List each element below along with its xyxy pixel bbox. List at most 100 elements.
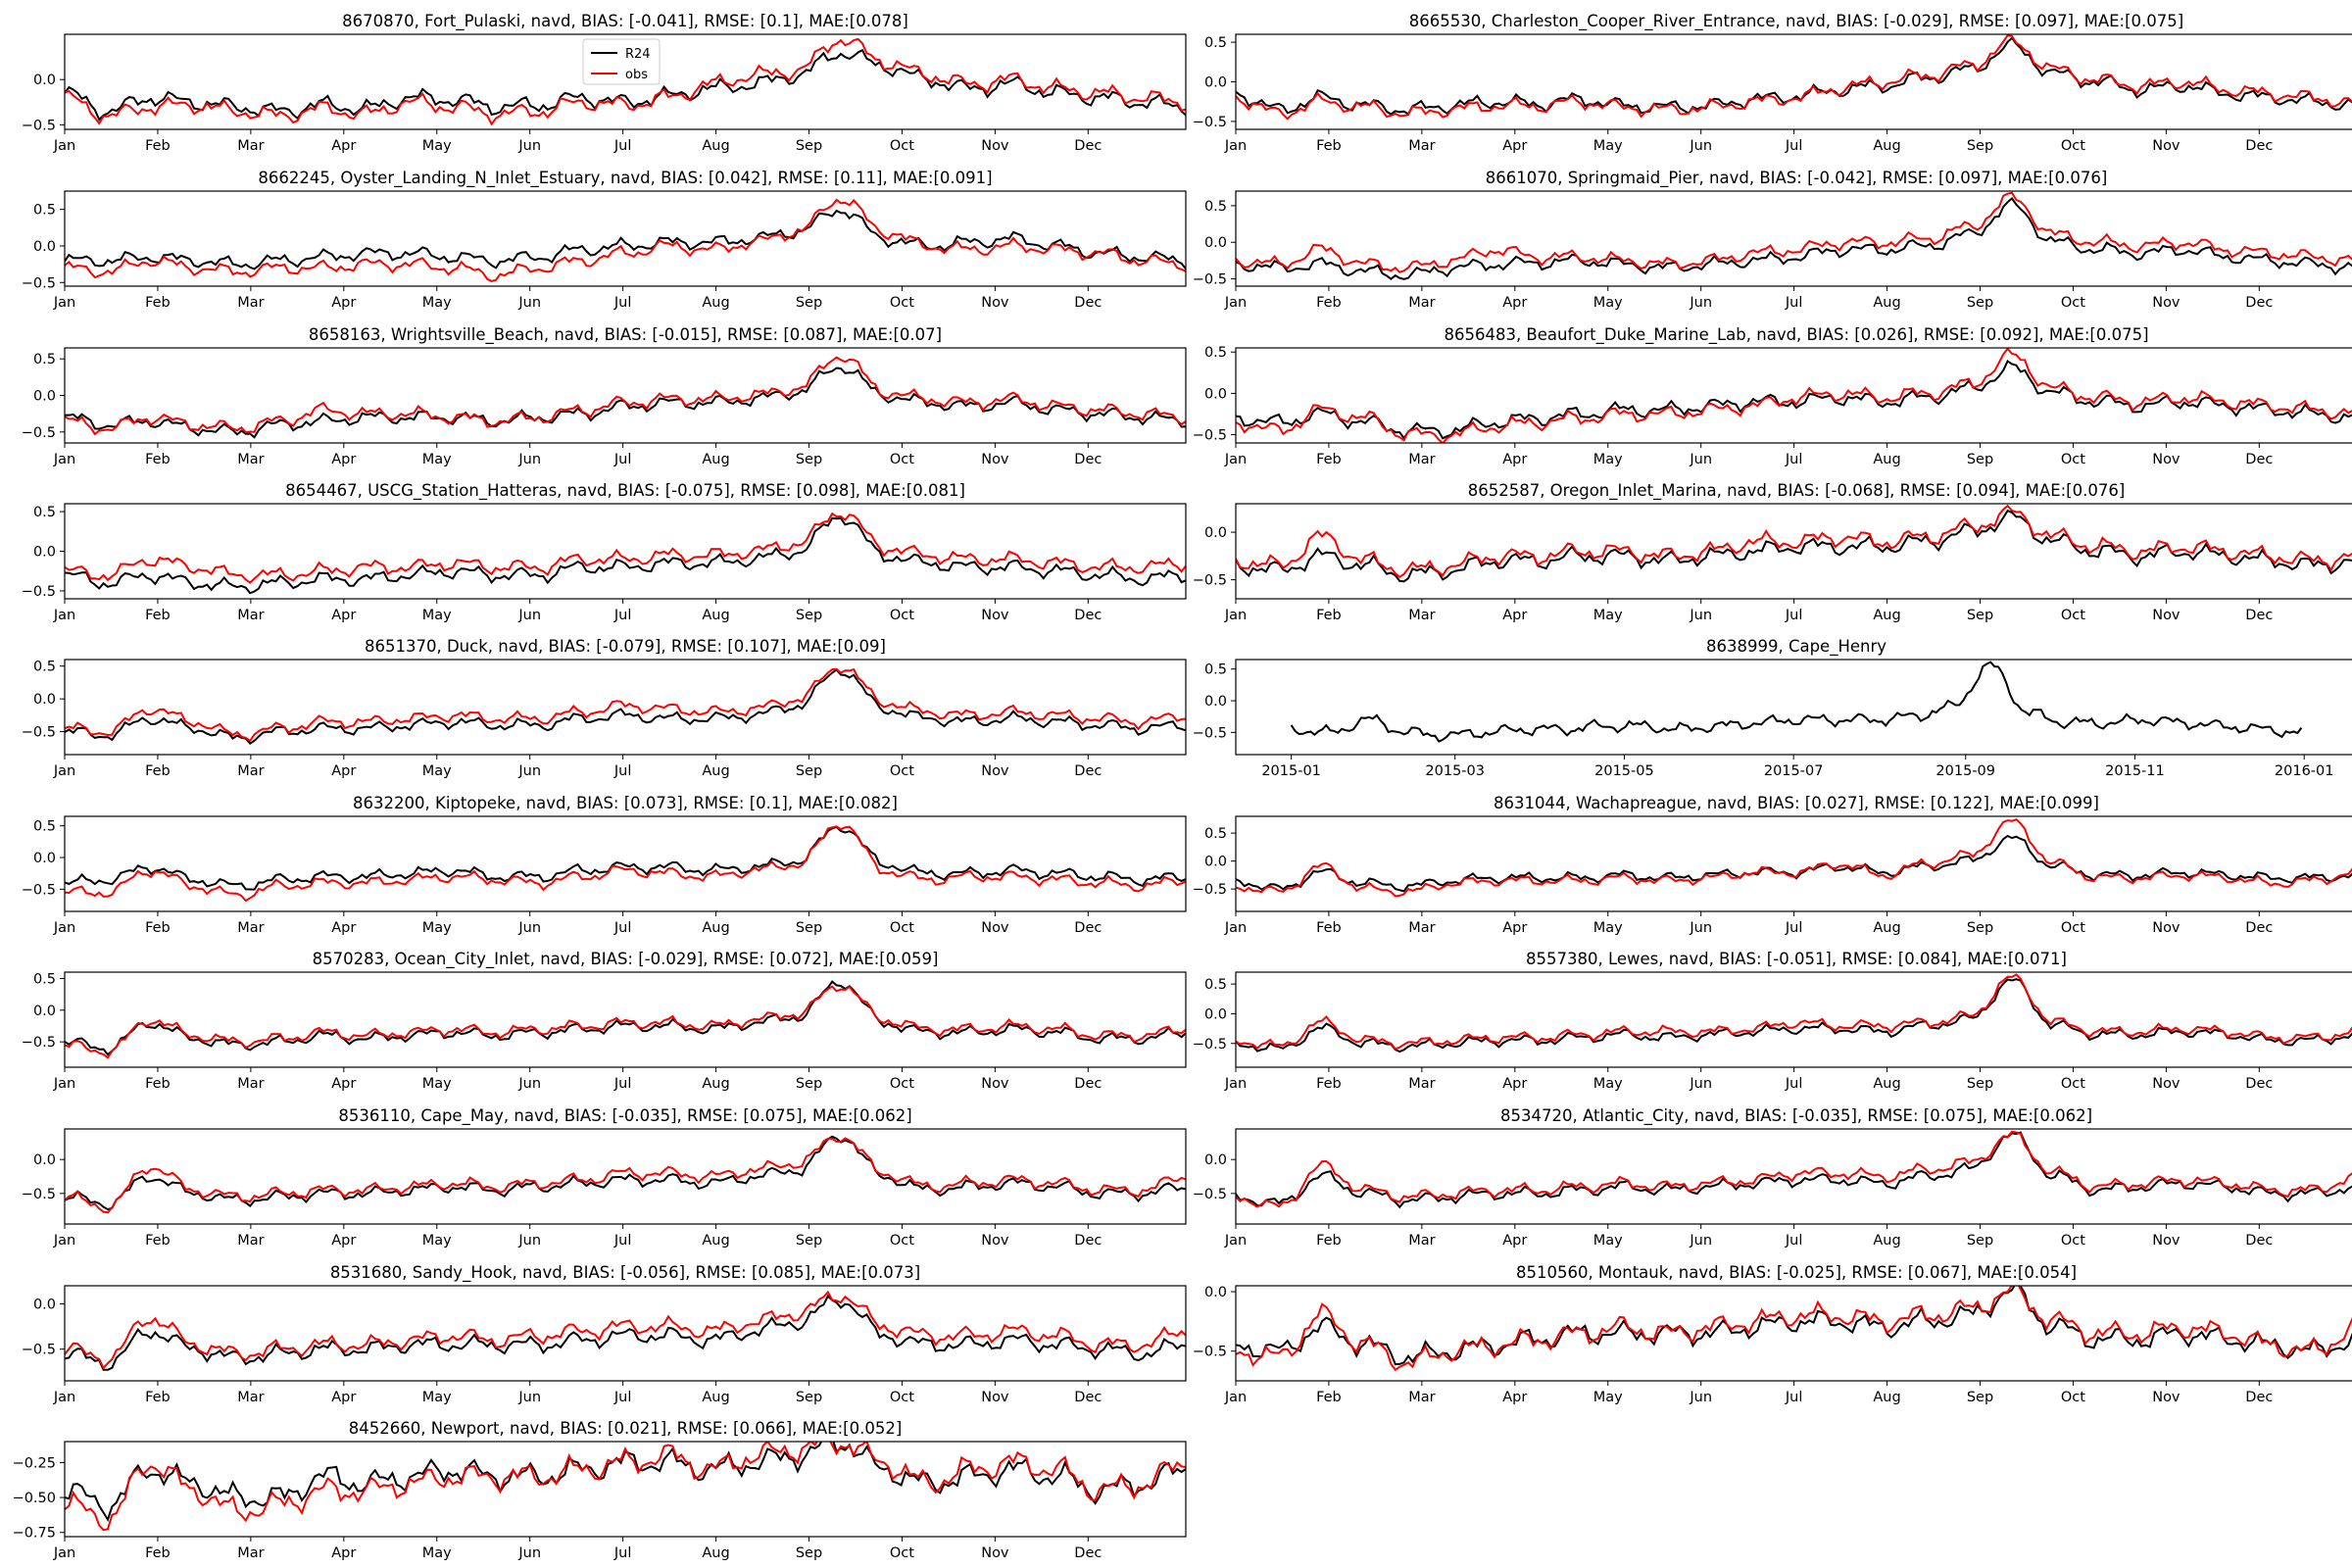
series-line-R24 [65, 980, 1186, 1056]
x-tick-label: Jan [1224, 608, 1247, 623]
y-tick-label: 0.0 [33, 239, 56, 255]
x-tick-label: Apr [1502, 608, 1527, 623]
plot-frame [1235, 33, 2352, 130]
panel-title: 8654467, USCG_Station_Hatteras, navd, BI… [285, 481, 965, 501]
x-tick-label: Jan [53, 763, 75, 779]
x-tick-label: Mar [1408, 295, 1435, 311]
series-line-R24 [1236, 509, 2352, 583]
x-tick-label: Feb [1316, 138, 1342, 154]
x-tick-label: Dec [1074, 1545, 1102, 1561]
x-tick-label: May [422, 138, 452, 154]
x-tick-label: Aug [702, 1545, 729, 1561]
x-tick-label: Mar [1408, 452, 1435, 467]
x-tick-label: Jul [613, 1233, 632, 1249]
panel-title: 8658163, Wrightsville_Beach, navd, BIAS:… [309, 325, 942, 345]
x-tick-label: Dec [1074, 295, 1102, 311]
x-tick-label: 2015-05 [1594, 763, 1654, 779]
x-tick-label: Aug [1873, 138, 1900, 154]
x-tick-label: Sep [796, 920, 822, 936]
x-tick-label: Sep [1967, 920, 1993, 936]
x-tick-label: Nov [981, 1545, 1009, 1561]
x-tick-label: Mar [1408, 138, 1435, 154]
x-tick-label: Mar [237, 295, 264, 311]
panel-title: 8631044, Wachapreague, navd, BIAS: [0.02… [1494, 794, 2099, 812]
y-tick-label: −0.50 [13, 1491, 56, 1506]
panel: 8531680, Sandy_Hook, navd, BIAS: [-0.056… [22, 1263, 1187, 1405]
legend: R24 obs [582, 38, 661, 85]
x-tick-label: Oct [890, 1076, 914, 1092]
plot-frame [1235, 347, 2352, 444]
x-tick-label: Jun [1689, 452, 1712, 467]
x-tick-label: Mar [1408, 608, 1435, 623]
series-line-R24 [65, 825, 1186, 891]
x-tick-label: Oct [2061, 295, 2085, 311]
y-tick-label: −0.5 [1193, 573, 1227, 589]
panel-title: 8665530, Charleston_Cooper_River_Entranc… [1409, 12, 2183, 31]
panel: 8510560, Montauk, navd, BIAS: [-0.025], … [1193, 1263, 2352, 1405]
panel-title: 8570283, Ocean_City_Inlet, navd, BIAS: [… [313, 950, 939, 969]
x-tick-label: Feb [145, 138, 171, 154]
y-tick-label: −0.5 [1193, 428, 1227, 444]
panel: 8570283, Ocean_City_Inlet, navd, BIAS: [… [22, 950, 1187, 1092]
x-tick-label: Dec [2245, 452, 2273, 467]
x-tick-label: Apr [331, 763, 356, 779]
x-tick-label: Oct [2061, 1076, 2085, 1092]
y-tick-label: 0.5 [1204, 199, 1227, 215]
x-tick-label: Mar [237, 1076, 264, 1092]
x-tick-label: Oct [890, 608, 914, 623]
x-tick-label: Jun [517, 1545, 541, 1561]
x-tick-label: Sep [796, 452, 822, 467]
panel: 8452660, Newport, navd, BIAS: [0.021], R… [13, 1419, 1187, 1561]
x-tick-label: Jan [53, 1390, 75, 1405]
x-tick-label: Feb [1316, 920, 1342, 936]
x-tick-label: Aug [1873, 920, 1900, 936]
series-line-R24 [1236, 1286, 2352, 1366]
x-tick-label: Apr [331, 1233, 356, 1249]
x-tick-label: Sep [1967, 608, 1993, 623]
x-tick-label: Aug [1873, 1233, 1900, 1249]
x-tick-label: Oct [2061, 1233, 2085, 1249]
series-line-R24 [65, 1294, 1186, 1371]
x-tick-label: Jan [53, 138, 75, 154]
x-tick-label: May [1593, 1233, 1623, 1249]
series-line-obs [65, 825, 1186, 903]
y-tick-label: 0.0 [1204, 525, 1227, 541]
x-tick-label: Feb [145, 1545, 171, 1561]
plot-frame [1235, 1128, 2352, 1225]
y-tick-label: −0.5 [22, 725, 56, 741]
x-tick-label: Jul [613, 920, 632, 936]
x-tick-label: May [422, 452, 452, 467]
y-tick-label: −0.5 [22, 1343, 56, 1358]
y-tick-label: 0.5 [33, 660, 56, 675]
panel-title: 8557380, Lewes, navd, BIAS: [-0.051], RM… [1526, 950, 2067, 968]
x-tick-label: Jun [517, 920, 541, 936]
x-tick-label: Jul [613, 608, 632, 623]
panel: 8534720, Atlantic_City, navd, BIAS: [-0.… [1193, 1106, 2352, 1249]
series-line-obs [65, 667, 1186, 743]
y-tick-label: −0.75 [13, 1526, 56, 1542]
x-tick-label: Dec [2245, 138, 2273, 154]
y-tick-label: 0.5 [33, 819, 56, 835]
x-tick-label: Jun [1689, 920, 1712, 936]
y-tick-label: 0.5 [1204, 826, 1227, 842]
x-tick-label: Feb [1316, 608, 1342, 623]
x-tick-label: Aug [702, 1233, 729, 1249]
x-tick-label: Apr [1502, 138, 1527, 154]
x-tick-label: Apr [331, 452, 356, 467]
x-tick-label: May [422, 763, 452, 779]
panel: 8670870, Fort_Pulaski, navd, BIAS: [-0.0… [22, 12, 1187, 154]
x-tick-label: Feb [145, 763, 171, 779]
x-tick-label: Nov [2152, 138, 2180, 154]
x-tick-label: Jul [1785, 608, 1803, 623]
series-line-obs [1236, 1286, 2352, 1372]
x-tick-label: Oct [890, 1545, 914, 1561]
x-tick-label: Nov [981, 1390, 1009, 1405]
x-tick-label: Aug [702, 295, 729, 311]
y-tick-label: −0.5 [22, 118, 56, 133]
x-tick-label: Sep [796, 763, 822, 779]
x-tick-label: Apr [331, 608, 356, 623]
x-tick-label: Sep [796, 1233, 822, 1249]
x-tick-label: Jul [613, 452, 632, 467]
x-tick-label: Jul [1785, 452, 1803, 467]
x-tick-label: Jan [1224, 1233, 1247, 1249]
